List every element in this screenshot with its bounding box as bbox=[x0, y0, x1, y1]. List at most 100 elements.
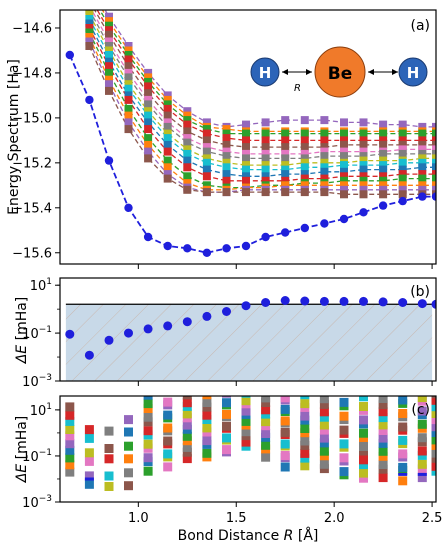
excited-state-point bbox=[432, 181, 436, 190]
excited-error-point bbox=[378, 420, 388, 430]
ground-state-point bbox=[281, 228, 290, 237]
excited-error-point bbox=[241, 416, 251, 426]
panel-b-ylabel: ΔE [mHa] bbox=[14, 297, 30, 365]
excited-state-point bbox=[359, 172, 368, 181]
excited-state-point bbox=[379, 165, 388, 174]
error-point bbox=[182, 317, 192, 327]
excited-error-point bbox=[417, 419, 427, 429]
excited-error-point bbox=[280, 439, 290, 449]
error-point bbox=[163, 321, 173, 331]
excited-error-point bbox=[417, 459, 427, 469]
excited-error-point bbox=[319, 438, 329, 448]
excited-error-point bbox=[202, 436, 212, 446]
excited-state-point bbox=[124, 111, 133, 120]
excited-state-point bbox=[202, 188, 211, 197]
excited-state-point bbox=[222, 188, 231, 197]
excited-state-point bbox=[398, 174, 407, 183]
excited-state-point bbox=[379, 149, 388, 158]
excited-state-point bbox=[105, 62, 113, 71]
excited-state-point bbox=[300, 174, 309, 183]
excited-error-point bbox=[143, 412, 153, 422]
excited-error-point bbox=[431, 428, 436, 437]
excited-state-point bbox=[340, 118, 348, 127]
excited-state-point bbox=[163, 147, 172, 156]
excited-error-point bbox=[104, 482, 114, 491]
excited-error-point bbox=[398, 449, 408, 459]
excited-error-point bbox=[124, 481, 133, 491]
excited-state-point bbox=[261, 136, 270, 145]
excited-state-point bbox=[379, 129, 388, 138]
panel-c-tag: (c) bbox=[411, 402, 430, 418]
excited-error-point bbox=[359, 460, 368, 470]
excited-error-point bbox=[359, 428, 368, 438]
excited-error-point bbox=[143, 426, 153, 436]
excited-state-point bbox=[379, 176, 388, 185]
excited-state-point bbox=[281, 143, 290, 152]
panel-b-ylabel-symbol: ΔE bbox=[14, 345, 30, 365]
excited-state-point bbox=[124, 104, 133, 113]
excited-state-point bbox=[85, 0, 93, 1]
excited-error-point bbox=[241, 396, 251, 406]
error-point bbox=[319, 296, 329, 306]
excited-error-point bbox=[202, 396, 212, 400]
excited-error-point bbox=[280, 462, 290, 472]
excited-error-point bbox=[261, 398, 271, 407]
excited-error-point bbox=[65, 460, 75, 470]
excited-state-point bbox=[340, 136, 348, 145]
excited-state-point bbox=[144, 140, 153, 149]
excited-state-point bbox=[242, 165, 250, 174]
excited-state-point bbox=[320, 116, 329, 125]
excited-state-point bbox=[281, 170, 290, 179]
excited-state-point bbox=[432, 140, 436, 149]
excited-error-point bbox=[222, 398, 231, 408]
excited-error-point bbox=[261, 417, 271, 427]
excited-state-point bbox=[242, 149, 250, 158]
excited-error-point bbox=[65, 439, 75, 449]
panel-b: 101 10−1 10−3 ΔE [mHa] (b) bbox=[14, 277, 437, 390]
ground-state-point bbox=[183, 244, 192, 253]
excited-state-point bbox=[432, 185, 436, 194]
excited-state-point bbox=[418, 145, 427, 154]
excited-error-point bbox=[300, 396, 310, 400]
panel-a-x-ticks bbox=[137, 264, 433, 269]
excited-error-point bbox=[202, 423, 212, 433]
excited-state-point bbox=[124, 84, 133, 93]
excited-state-point bbox=[85, 2, 93, 10]
excited-state-point bbox=[163, 100, 172, 109]
excited-error-point bbox=[261, 386, 270, 395]
excited-error-point bbox=[163, 462, 173, 472]
excited-state-point bbox=[261, 143, 270, 152]
y-tick-label: −15.2 bbox=[12, 156, 52, 171]
error-point bbox=[104, 335, 114, 345]
excited-state-point bbox=[85, 42, 94, 50]
excited-error-point bbox=[359, 396, 368, 402]
excited-state-point bbox=[183, 156, 192, 165]
excited-error-point bbox=[241, 406, 251, 416]
ground-state-point bbox=[398, 196, 407, 206]
excited-state-point bbox=[202, 118, 211, 127]
excited-state-point bbox=[340, 172, 348, 181]
excited-error-point bbox=[84, 479, 94, 489]
excited-error-point bbox=[319, 399, 329, 409]
excited-state-point bbox=[300, 149, 309, 158]
beryllium-atom bbox=[314, 46, 366, 98]
excited-state-point bbox=[124, 91, 133, 100]
excited-state-point bbox=[222, 152, 231, 161]
excited-error-point bbox=[339, 397, 349, 407]
excited-state-point bbox=[144, 147, 153, 156]
excited-state-point bbox=[320, 174, 329, 183]
excited-error-point bbox=[417, 473, 427, 483]
excited-error-point bbox=[431, 415, 436, 425]
excited-state-point bbox=[359, 140, 368, 149]
excited-error-point bbox=[417, 406, 427, 416]
excited-error-point bbox=[104, 454, 114, 464]
x-tick-label: 2.0 bbox=[324, 511, 345, 526]
excited-state-point bbox=[320, 152, 329, 161]
panel-c-ylabel: ΔE [mHa] bbox=[14, 416, 30, 484]
excited-state-point bbox=[300, 158, 309, 167]
ground-state-point bbox=[300, 223, 309, 233]
excited-state-point bbox=[105, 17, 113, 26]
excited-error-point bbox=[319, 433, 329, 443]
excited-error-point bbox=[398, 396, 408, 405]
excited-error-point bbox=[319, 425, 329, 435]
